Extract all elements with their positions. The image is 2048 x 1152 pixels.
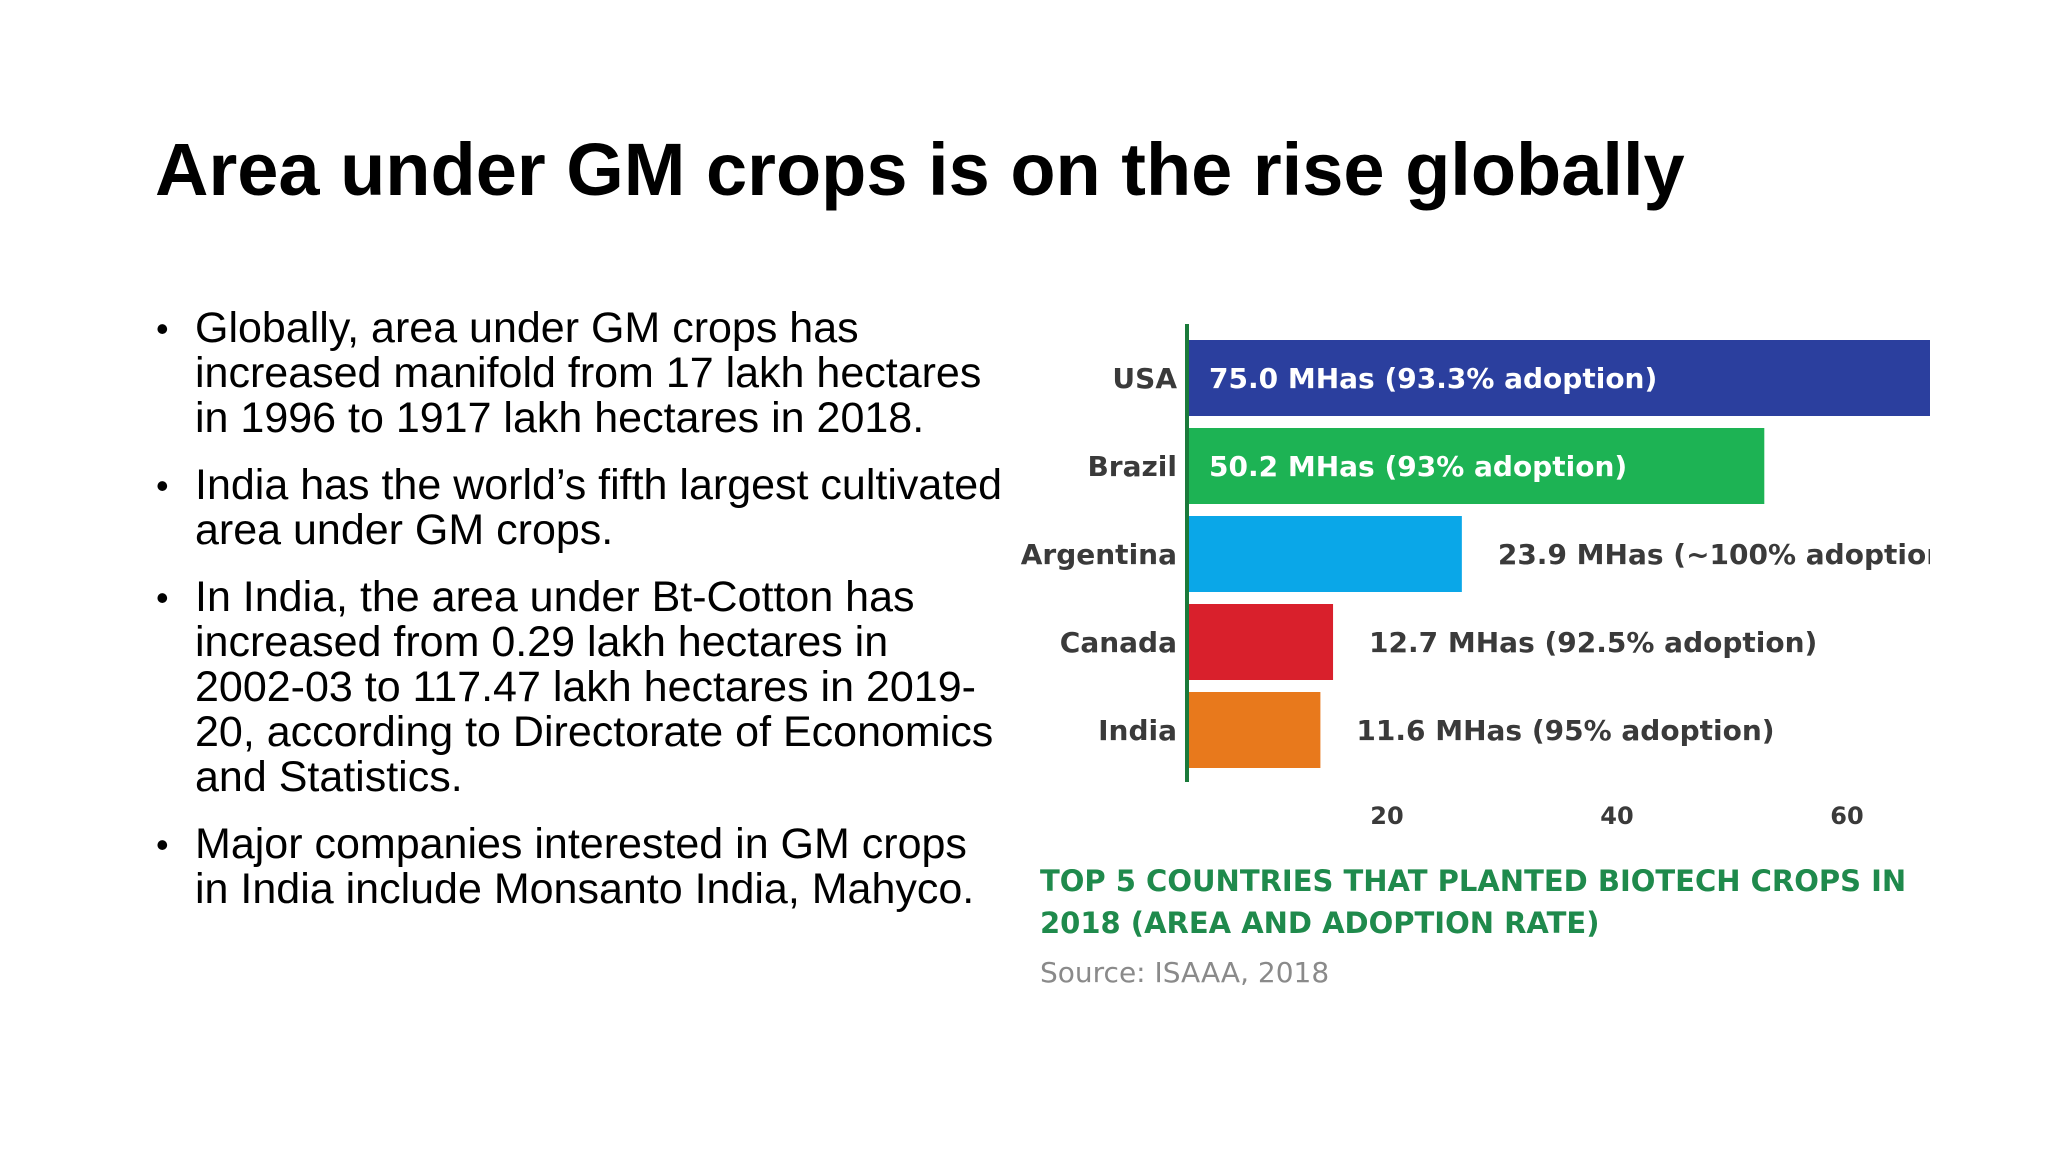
- bullet-marker: •: [156, 824, 169, 865]
- chart-panel: USA 75.0 MHas (93.3% adoption) Brazil 50.2 …: [1020, 318, 1930, 998]
- bullet-marker: •: [156, 308, 169, 349]
- category-label: India: [1098, 714, 1177, 747]
- bar-argentina: [1187, 516, 1462, 592]
- x-tick-label: 40: [1600, 802, 1633, 830]
- bullet-list: • Globally, area under GM crops has incr…: [150, 306, 1010, 934]
- bullet-item: • India has the world’s fifth largest cu…: [150, 463, 1010, 553]
- chart-title: TOP 5 COUNTRIES THAT PLANTED BIOTECH CRO…: [1040, 864, 1907, 940]
- bullet-text: India has the world’s fifth largest cult…: [195, 461, 1003, 554]
- category-label: USA: [1112, 362, 1177, 395]
- data-label: 23.9 MHas (~100% adoption): [1498, 538, 1930, 571]
- data-label: 12.7 MHas (92.5% adoption): [1369, 626, 1817, 659]
- category-label: Brazil: [1087, 450, 1177, 483]
- bullet-item: • In India, the area under Bt-Cotton has…: [150, 575, 1010, 800]
- bullet-marker: •: [156, 577, 169, 618]
- bar-chart: USA 75.0 MHas (93.3% adoption) Brazil 50.2 …: [1021, 324, 1930, 830]
- x-tick-label: 20: [1370, 802, 1403, 830]
- bar-canada: [1187, 604, 1334, 680]
- chart-source: Source: ISAAA, 2018: [1040, 956, 1330, 989]
- x-tick-label: 60: [1830, 802, 1863, 830]
- bar-india: [1187, 692, 1321, 768]
- data-label: 75.0 MHas (93.3% adoption): [1209, 362, 1657, 395]
- bullet-marker: •: [156, 465, 169, 506]
- bar-brazil: [1187, 428, 1765, 504]
- data-label: 11.6 MHas (95% adoption): [1356, 714, 1774, 747]
- slide-title: Area under GM crops is on the rise globa…: [155, 128, 1685, 211]
- bullet-text: Globally, area under GM crops has increa…: [195, 304, 982, 442]
- bullet-text: Major companies interested in GM crops i…: [195, 820, 975, 913]
- bullet-item: • Globally, area under GM crops has incr…: [150, 306, 1010, 441]
- category-label: Argentina: [1021, 538, 1177, 571]
- data-label: 50.2 MHas (93% adoption): [1209, 450, 1627, 483]
- category-label: Canada: [1060, 626, 1177, 659]
- bar-usa: [1187, 340, 1930, 416]
- bullet-item: • Major companies interested in GM crops…: [150, 822, 1010, 912]
- bullet-text: In India, the area under Bt-Cotton has i…: [195, 573, 994, 801]
